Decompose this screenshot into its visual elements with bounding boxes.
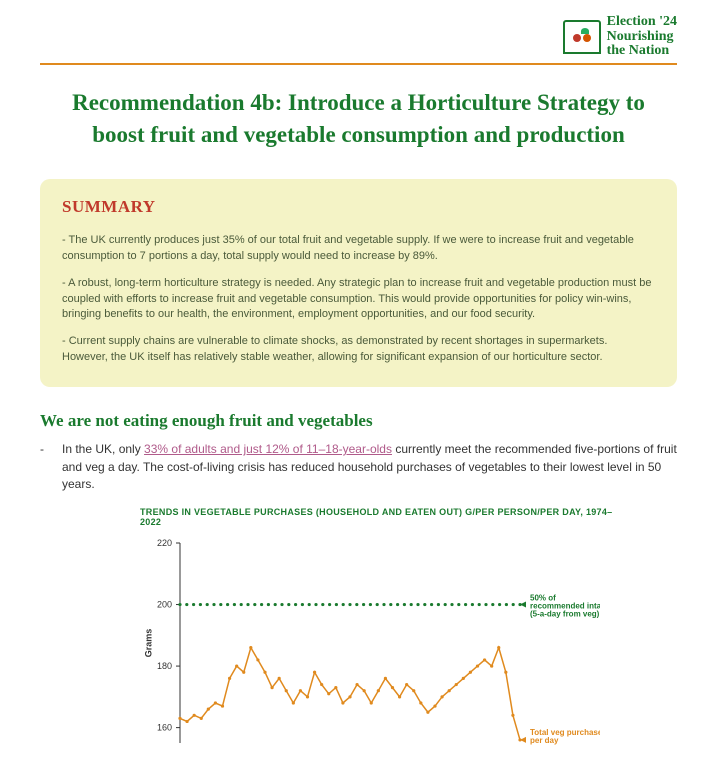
chart-svg: 16018020022050% ofrecommended intake(5-a… bbox=[140, 533, 600, 753]
svg-text:220: 220 bbox=[157, 538, 172, 548]
svg-text:per day: per day bbox=[530, 736, 559, 745]
chart: TRENDS IN VEGETABLE PURCHASES (HOUSEHOLD… bbox=[140, 507, 620, 753]
svg-text:160: 160 bbox=[157, 723, 172, 733]
summary-heading: SUMMARY bbox=[62, 197, 655, 217]
svg-text:180: 180 bbox=[157, 661, 172, 671]
summary-p1: - The UK currently produces just 35% of … bbox=[62, 233, 655, 264]
svg-text:200: 200 bbox=[157, 600, 172, 610]
logo-line3: the Nation bbox=[607, 44, 677, 59]
svg-text:(5-a-day from veg): (5-a-day from veg) bbox=[530, 610, 600, 619]
logo: Election '24 Nourishing the Nation bbox=[563, 15, 677, 59]
section-heading: We are not eating enough fruit and veget… bbox=[40, 411, 677, 431]
header-logo-row: Election '24 Nourishing the Nation bbox=[40, 15, 677, 59]
summary-p2: - A robust, long-term horticulture strat… bbox=[62, 276, 655, 322]
summary-p3: - Current supply chains are vulnerable t… bbox=[62, 334, 655, 365]
page-title: Recommendation 4b: Introduce a Horticult… bbox=[60, 87, 657, 151]
chart-ylabel: Grams bbox=[143, 629, 153, 658]
logo-line2: Nourishing bbox=[607, 30, 677, 45]
body-para: In the UK, only 33% of adults and just 1… bbox=[62, 441, 677, 493]
chart-title: TRENDS IN VEGETABLE PURCHASES (HOUSEHOLD… bbox=[140, 507, 620, 527]
stat-link[interactable]: 33% of adults and just 12% of 11–18-year… bbox=[144, 442, 392, 456]
logo-line1: Election '24 bbox=[607, 15, 677, 30]
summary-box: SUMMARY - The UK currently produces just… bbox=[40, 179, 677, 387]
divider bbox=[40, 63, 677, 65]
body-pre: In the UK, only bbox=[62, 442, 144, 456]
logo-mark bbox=[563, 20, 601, 54]
body-bullet: - In the UK, only 33% of adults and just… bbox=[40, 441, 677, 493]
bullet-dash: - bbox=[40, 441, 44, 493]
logo-text: Election '24 Nourishing the Nation bbox=[607, 15, 677, 59]
